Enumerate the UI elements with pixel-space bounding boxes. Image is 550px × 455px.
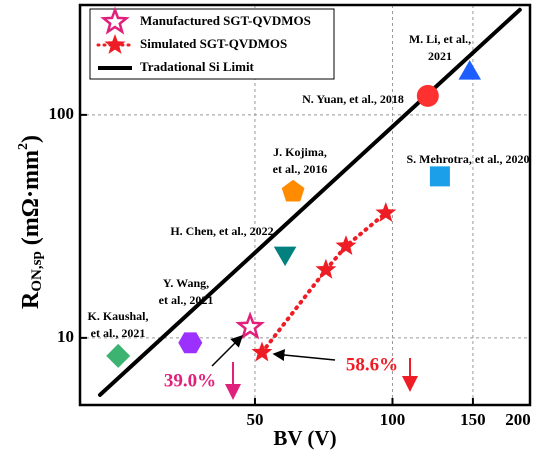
marker — [100, 6, 130, 35]
marker — [281, 179, 305, 202]
annotation: 39.0% — [164, 370, 216, 391]
marker — [335, 235, 357, 255]
y-axis-label-part: R — [18, 291, 44, 309]
legend-label: Simulated SGT-QVDMOS — [140, 36, 287, 51]
arrow — [211, 334, 244, 367]
x-tick-label: 200 — [505, 410, 531, 429]
arrow — [272, 349, 336, 361]
marker — [429, 166, 450, 187]
marker — [375, 202, 397, 222]
marker — [273, 246, 297, 267]
marker — [178, 332, 203, 354]
point-label: K. Kaushal, — [87, 309, 148, 323]
trend-line — [260, 211, 388, 355]
y-axis-label-part: (mΩ·mm — [18, 150, 44, 251]
y-axis-label-part: ) — [18, 135, 44, 143]
marker — [235, 311, 265, 340]
point-label: H. Chen, et al., 2022 — [170, 224, 273, 238]
x-axis-label: BV (V) — [273, 426, 336, 450]
x-tick-label: 50 — [246, 410, 263, 429]
marker — [315, 258, 337, 279]
marker — [251, 341, 273, 362]
x-tick-label: 150 — [460, 410, 486, 429]
y-axis-label: RON,sp (mΩ·mm2) — [16, 135, 45, 309]
plot-frame — [78, 3, 532, 407]
marker — [416, 84, 439, 107]
annotation: 58.6% — [346, 354, 398, 375]
point-label: 2021 — [428, 49, 452, 63]
point-label: M. Li, et al., — [409, 32, 471, 46]
point-label: S. Mehrotra, et al., 2020 — [406, 152, 529, 166]
point-label: et al., 2021 — [91, 326, 146, 340]
legend-label: Tradational Si Limit — [140, 59, 255, 74]
marker — [458, 60, 481, 80]
y-axis-label-part: ON,sp — [29, 251, 45, 291]
point-label: et al., 2016 — [273, 162, 328, 176]
marker — [104, 34, 126, 54]
point-label: J. Kojima, — [273, 145, 327, 159]
y-tick-label: 10 — [57, 327, 74, 346]
y-axis-label-part: 2 — [16, 143, 31, 150]
point-label: et al., 2021 — [159, 293, 214, 307]
marker — [106, 343, 131, 368]
point-label: Y. Wang, — [163, 276, 209, 290]
point-label: N. Yuan, et al., 2018 — [302, 92, 404, 106]
limit-line — [98, 7, 522, 397]
legend-label: Manufactured SGT-QVDMOS — [140, 13, 311, 28]
x-tick-label: 100 — [380, 410, 406, 429]
y-tick-label: 100 — [49, 104, 75, 123]
